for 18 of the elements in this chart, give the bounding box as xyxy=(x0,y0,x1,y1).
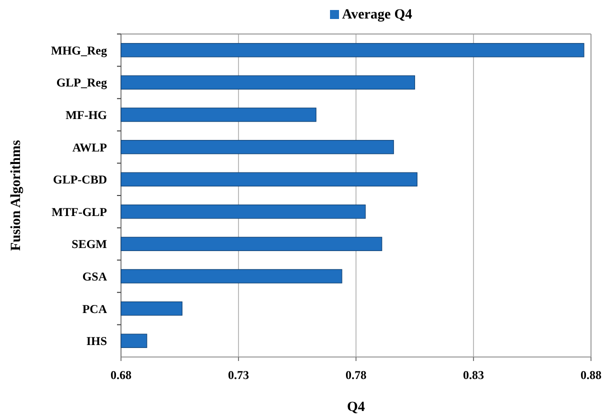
x-tick-label: 0.83 xyxy=(463,368,484,382)
x-tick-label: 0.78 xyxy=(346,368,366,382)
y-tick-label: AWLP xyxy=(72,140,107,154)
y-tick-label: PCA xyxy=(82,302,108,316)
y-tick-label: IHS xyxy=(86,334,108,348)
x-tick-label: 0.73 xyxy=(228,368,249,382)
y-tick-label: GLP_Reg xyxy=(56,76,107,90)
y-axis-title: Fusion Algorithms xyxy=(9,140,24,251)
y-tick-label: MTF-GLP xyxy=(52,204,107,219)
y-tick-label: MF-HG xyxy=(66,108,107,122)
x-axis-title: Q4 xyxy=(347,400,365,415)
y-tick-label: GSA xyxy=(82,269,108,284)
y-tick-label: MHG_Reg xyxy=(51,43,107,58)
y-tick-label: SEGM xyxy=(72,237,107,252)
legend-label: Average Q4 xyxy=(342,8,412,23)
x-tick-label: 0.68 xyxy=(110,368,132,382)
x-tick-label: 0.88 xyxy=(580,368,602,382)
y-tick-label: GLP-CBD xyxy=(53,172,108,187)
